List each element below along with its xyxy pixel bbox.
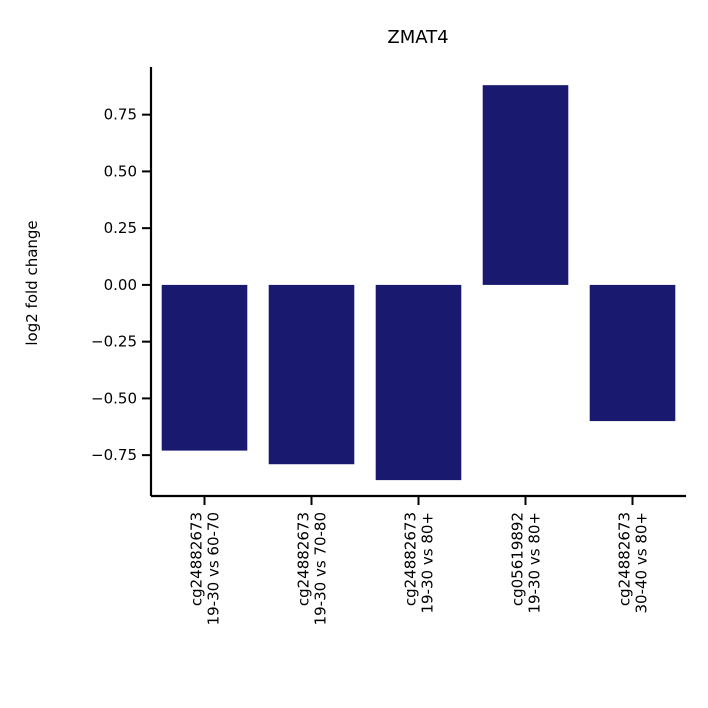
y-axis-label: log2 fold change: [23, 220, 41, 345]
x-tick-label-comparison: 19-30 vs 60-70: [205, 512, 223, 625]
y-axis: 0.75 0.50 0.25 0.00 −0.25 −0.50 −0.75: [91, 67, 153, 496]
bars-group: [161, 85, 676, 481]
x-tick-label-comparison: 30-40 vs 80+: [633, 512, 651, 613]
bar-1: [161, 284, 248, 451]
y-tick-label: −0.75: [91, 446, 137, 464]
bar-5: [589, 284, 676, 422]
x-tick-label-2: cg24882673 19-30 vs 70-80: [295, 512, 330, 625]
x-tick-label-probe: cg05619892: [509, 512, 527, 606]
x-tick-label-comparison: 19-30 vs 80+: [526, 512, 544, 613]
bar-2: [268, 284, 355, 465]
chart-title: ZMAT4: [387, 27, 448, 48]
x-tick-label-5: cg24882673 30-40 vs 80+: [616, 512, 651, 613]
bar-3: [375, 284, 462, 481]
x-tick-label-probe: cg24882673: [188, 512, 206, 606]
y-tick-label: −0.50: [91, 389, 137, 407]
x-tick-label-comparison: 19-30 vs 70-80: [312, 512, 330, 625]
x-tick-label-comparison: 19-30 vs 80+: [419, 512, 437, 613]
x-tick-label-4: cg05619892 19-30 vs 80+: [509, 512, 544, 613]
y-tick-label: 0.00: [104, 276, 137, 294]
x-tick-label-probe: cg24882673: [616, 512, 634, 606]
y-tick-label: 0.50: [104, 162, 137, 180]
x-tick-label-3: cg24882673 19-30 vs 80+: [402, 512, 437, 613]
x-tick-label-1: cg24882673 19-30 vs 60-70: [188, 512, 223, 625]
bar-4: [482, 85, 569, 285]
x-tick-label-probe: cg24882673: [295, 512, 313, 606]
x-tick-label-probe: cg24882673: [402, 512, 420, 606]
y-tick-label: 0.75: [104, 106, 137, 124]
x-axis: cg24882673 19-30 vs 60-70 cg24882673 19-30 …: [151, 494, 686, 625]
y-tick-label: 0.25: [104, 219, 137, 237]
y-tick-label: −0.25: [91, 333, 137, 351]
